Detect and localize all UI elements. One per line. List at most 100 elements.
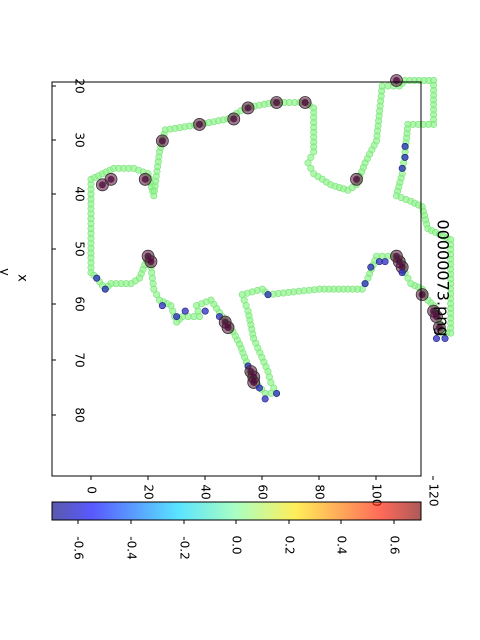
highlight-point-core: [244, 104, 252, 112]
outline-point: [307, 164, 315, 172]
highlight-point: [201, 307, 209, 315]
plot-area: [51, 74, 455, 477]
x-tick: 70: [52, 352, 87, 368]
y-tick: 80: [313, 476, 327, 500]
x-tick-label: 30: [73, 132, 87, 147]
x-tick: 60: [52, 296, 87, 312]
outline-point: [153, 291, 161, 299]
highlight-point-core: [107, 175, 115, 183]
highlight-point-core: [301, 98, 309, 106]
colorbar-gradient: [52, 502, 421, 520]
x-axis-label: x: [15, 274, 30, 282]
outline-point: [304, 159, 312, 167]
scatter-points: [87, 74, 455, 403]
y-tick-label: 40: [199, 484, 213, 499]
x-axis: 20 30 40 50 60 70 80: [52, 78, 87, 423]
colorbar-tick-label: 0.6: [388, 535, 402, 554]
highlight-point-core: [141, 175, 149, 183]
highlight-point-core: [158, 137, 166, 145]
highlight-point: [273, 389, 281, 397]
highlight-point: [401, 153, 409, 161]
highlight-point: [101, 285, 109, 293]
highlight-point-core: [230, 115, 238, 123]
highlight-point: [93, 274, 101, 282]
outline-point: [307, 153, 315, 161]
x-tick-label: 70: [73, 352, 87, 367]
colorbar-tick: 0.6: [388, 520, 402, 555]
x-tick-label: 80: [73, 407, 87, 422]
colorbar-tick-label: -0.4: [125, 536, 139, 559]
highlight-point: [401, 142, 409, 150]
colorbar-tick-label: 0.4: [335, 535, 349, 554]
y-tick: 40: [199, 476, 213, 500]
colorbar: -0.6 -0.4 -0.2 0.0 0.2 0.4 0.6: [51, 501, 422, 560]
chart-title: 00000073.png: [434, 220, 453, 337]
x-tick-label: 40: [73, 186, 87, 201]
x-tick-label: 20: [73, 78, 87, 93]
y-tick-label: 120: [427, 484, 441, 507]
highlight-point: [264, 291, 272, 299]
y-axis-label: y: [0, 268, 12, 276]
highlight-point-core: [224, 324, 232, 332]
colorbar-tick-label: 0.2: [283, 535, 297, 554]
highlight-point: [441, 335, 449, 343]
highlight-point: [367, 263, 375, 271]
x-tick-label: 50: [73, 241, 87, 256]
y-tick-label: 0: [85, 486, 99, 494]
colorbar-tick: -0.2: [178, 520, 192, 560]
y-tick-label: 100: [370, 484, 384, 507]
y-tick: 120: [427, 476, 441, 506]
highlight-point-core: [195, 120, 203, 128]
highlight-point-core: [398, 263, 406, 271]
outline-point: [404, 274, 412, 282]
highlight-point: [432, 335, 440, 343]
highlight-point-core: [250, 378, 258, 386]
y-axis: 0 20 40 60 80 100 120: [85, 476, 441, 506]
colorbar-tick-label: -0.2: [178, 536, 192, 559]
highlight-point: [158, 302, 166, 310]
x-tick: 80: [52, 407, 87, 423]
y-tick: 0: [85, 476, 99, 494]
y-tick: 20: [142, 476, 156, 500]
outline-point: [364, 274, 372, 282]
colorbar-tick: 0.4: [335, 520, 349, 555]
y-tick-label: 60: [256, 484, 270, 499]
highlight-point: [398, 164, 406, 172]
colorbar-tick-label: 0.0: [230, 535, 244, 554]
highlight-point: [261, 395, 269, 403]
y-tick: 100: [370, 476, 384, 506]
colorbar-tick: 0.2: [283, 520, 297, 555]
x-tick: 30: [52, 132, 87, 148]
highlight-point: [381, 258, 389, 266]
y-tick-label: 20: [142, 484, 156, 499]
highlight-point-core: [392, 77, 400, 85]
y-tick-label: 80: [313, 484, 327, 499]
colorbar-tick: -0.6: [72, 520, 86, 560]
highlight-point-core: [147, 258, 155, 266]
highlight-point-core: [435, 324, 443, 332]
highlight-point: [255, 384, 263, 392]
colorbar-tick: 0.0: [230, 520, 244, 555]
x-tick: 50: [52, 241, 87, 257]
outline-point: [156, 296, 164, 304]
highlight-point-core: [418, 291, 426, 299]
highlight-point: [173, 313, 181, 321]
x-tick: 20: [52, 78, 87, 94]
colorbar-tick: -0.4: [125, 520, 139, 560]
y-tick: 60: [256, 476, 270, 500]
highlight-point-core: [273, 98, 281, 106]
highlight-point: [398, 269, 406, 277]
x-tick-label: 60: [73, 296, 87, 311]
highlight-point: [361, 280, 369, 288]
outline-point: [270, 384, 278, 392]
highlight-point: [181, 307, 189, 315]
plot-frame: [51, 81, 422, 477]
outline-point: [310, 148, 318, 156]
x-tick: 40: [52, 186, 87, 202]
highlight-point-core: [98, 181, 106, 189]
outline-point: [407, 280, 415, 288]
highlight-point-core: [353, 175, 361, 183]
outline-point: [267, 378, 275, 386]
highlight-point-core: [432, 313, 440, 321]
